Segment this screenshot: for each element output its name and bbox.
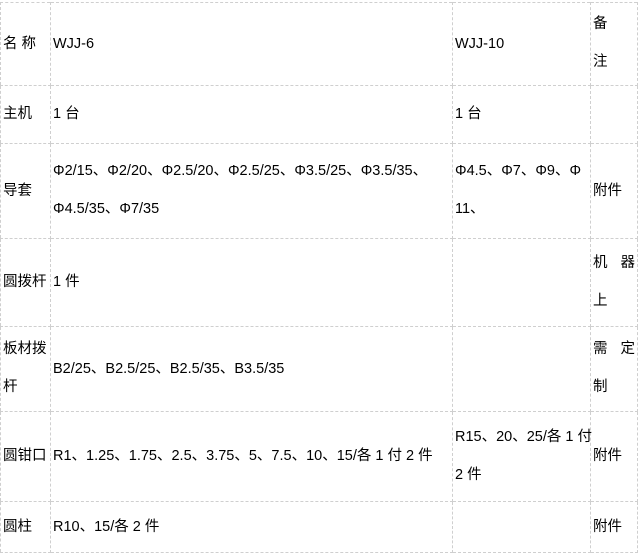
row-wjj10-host: 1 台 <box>452 85 591 144</box>
cell-text-line2: 制 <box>593 379 608 395</box>
table-row: 圆钳口 R1、1.25、1.75、2.5、3.75、5、7.5、10、15/各 … <box>0 411 638 502</box>
row-note-plate-lever: 需 定 制 <box>590 326 638 412</box>
row-name-round-jaw: 圆钳口 <box>0 411 51 502</box>
row-wjj6-round-jaw: R1、1.25、1.75、2.5、3.75、5、7.5、10、15/各 1 付 … <box>50 411 453 502</box>
row-name-round-lever: 圆拨杆 <box>0 238 51 327</box>
row-name-guide-sleeve: 导套 <box>0 143 51 239</box>
cell-text: R1、1.25、1.75、2.5、3.75、5、7.5、10、15/各 1 付 … <box>53 448 433 465</box>
cell-text: 主机 <box>3 106 32 123</box>
row-note-host <box>590 85 638 144</box>
row-wjj10-cylinder <box>452 501 591 553</box>
cell-text: 圆柱 <box>3 518 32 535</box>
row-wjj6-plate-lever: B2/25、B2.5/25、B2.5/35、B3.5/35 <box>50 326 453 412</box>
row-wjj6-host: 1 台 <box>50 85 453 144</box>
row-wjj10-plate-lever <box>452 326 591 412</box>
cell-text-line1: 需 定 <box>593 341 635 358</box>
row-name-host: 主机 <box>0 85 51 144</box>
table-row: 板材拨 杆 B2/25、B2.5/25、B2.5/35、B3.5/35 需 定 … <box>0 326 638 412</box>
header-cell-note: 备 注 <box>590 2 638 86</box>
row-note-round-jaw: 附件 <box>590 411 638 502</box>
header-label-name: 名 称 <box>3 35 37 52</box>
cell-text: 1 台 <box>455 106 482 123</box>
cell-text-line1: Φ4.5、Φ7、Φ9、Φ <box>455 163 582 180</box>
header-cell-wjj6: WJJ-6 <box>50 2 453 86</box>
table-row: 圆柱 R10、15/各 2 件 附件 <box>0 501 638 553</box>
header-cell-name: 名 称 <box>0 2 51 86</box>
row-name-plate-lever: 板材拨 杆 <box>0 326 51 412</box>
row-wjj6-round-lever: 1 件 <box>50 238 453 327</box>
cell-text: 附件 <box>593 518 622 535</box>
row-wjj10-round-lever <box>452 238 591 327</box>
cell-text: 1 台 <box>53 106 80 123</box>
cell-text: 1 件 <box>53 274 80 291</box>
cell-text-line1: R15、20、25/各 1 付 <box>455 428 593 445</box>
cell-text: 附件 <box>593 448 622 465</box>
row-wjj10-round-jaw: R15、20、25/各 1 付 2 件 <box>452 411 593 502</box>
cell-text: 附件 <box>593 182 622 199</box>
table-row: 导套 Φ2/15、Φ2/20、Φ2.5/20、Φ2.5/25、Φ3.5/25、Φ… <box>0 143 638 239</box>
cell-text: 圆拨杆 <box>3 274 47 291</box>
cell-text-line1: 板材拨 <box>3 341 47 358</box>
cell-text: 导套 <box>3 182 32 199</box>
row-wjj6-guide-sleeve: Φ2/15、Φ2/20、Φ2.5/20、Φ2.5/25、Φ3.5/25、Φ3.5… <box>50 143 453 239</box>
header-cell-wjj10: WJJ-10 <box>452 2 591 86</box>
header-label-wjj10: WJJ-10 <box>455 35 505 52</box>
table-row: 主机 1 台 1 台 <box>0 85 638 144</box>
cell-text-line2: 2 件 <box>455 466 482 483</box>
cell-text-line2: 上 <box>593 292 608 309</box>
row-note-guide-sleeve: 附件 <box>590 143 638 239</box>
table-header-row: 名 称 WJJ-6 WJJ-10 备 注 <box>0 2 638 86</box>
cell-text: 圆钳口 <box>3 448 47 465</box>
row-wjj10-guide-sleeve: Φ4.5、Φ7、Φ9、Φ 11、 <box>452 143 591 239</box>
row-note-round-lever: 机 器 上 <box>590 238 638 327</box>
cell-text-line1: 机 器 <box>593 254 635 271</box>
table-row: 圆拨杆 1 件 机 器 上 <box>0 238 638 327</box>
cell-text-line1: Φ2/15、Φ2/20、Φ2.5/20、Φ2.5/25、Φ3.5/25、Φ3.5… <box>53 163 428 180</box>
cell-text-line2: 杆 <box>3 379 18 395</box>
cell-text: B2/25、B2.5/25、B2.5/35、B3.5/35 <box>53 360 285 377</box>
row-note-cylinder: 附件 <box>590 501 638 553</box>
cell-text-line2: Φ4.5/35、Φ7/35 <box>53 201 160 217</box>
header-label-note-line2: 注 <box>593 54 608 70</box>
header-label-wjj6: WJJ-6 <box>53 35 95 52</box>
row-wjj6-cylinder: R10、15/各 2 件 <box>50 501 453 553</box>
row-name-cylinder: 圆柱 <box>0 501 51 553</box>
header-label-note-line1: 备 <box>593 16 608 33</box>
cell-text-line2: 11、 <box>455 201 485 217</box>
cell-text: R10、15/各 2 件 <box>53 518 160 535</box>
